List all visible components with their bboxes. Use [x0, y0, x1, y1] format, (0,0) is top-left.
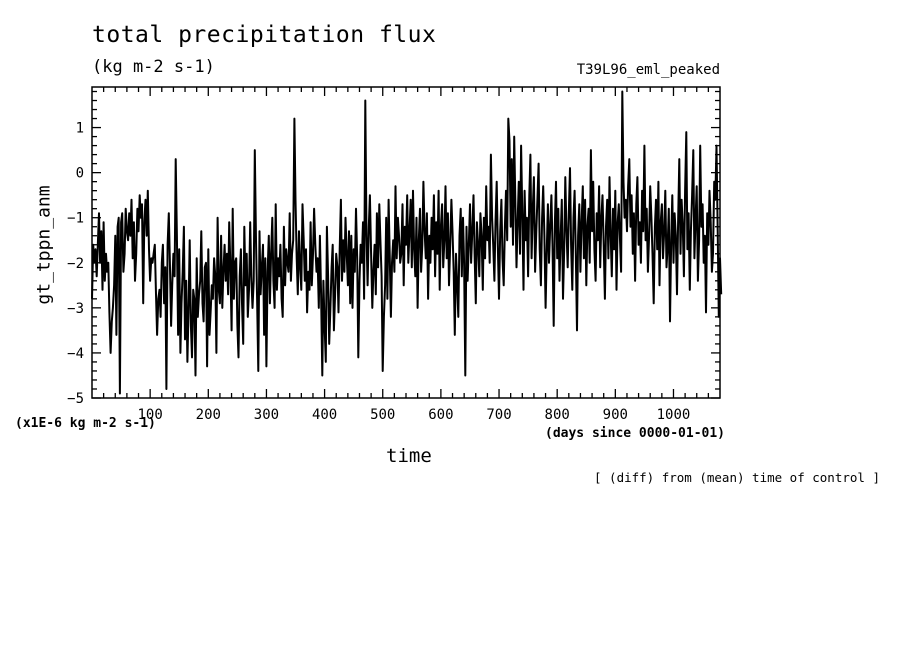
y-tick-label: −5	[67, 391, 84, 407]
y-tick-label: −1	[67, 211, 84, 227]
x-tick-label: 300	[254, 407, 279, 423]
x-tick-label: 900	[603, 407, 628, 423]
y-tick-label: 1	[76, 121, 84, 137]
x-axis-label: time	[386, 445, 432, 467]
chart-units: (kg m-2 s-1)	[92, 57, 215, 77]
series-line	[91, 90, 723, 395]
x-tick-label: 200	[196, 407, 221, 423]
y-tick-label: −2	[67, 256, 84, 272]
x-tick-label: 600	[428, 407, 453, 423]
axis-scale-note: (x1E-6 kg m-2 s-1)	[15, 416, 156, 431]
x-tick-label: 500	[370, 407, 395, 423]
x-tick-label: 800	[545, 407, 570, 423]
operation-note: [ (diff) from (mean) time of control ]	[594, 470, 880, 485]
x-tick-label: 100	[137, 407, 162, 423]
y-tick-label: −3	[67, 301, 84, 317]
x-tick-label: 400	[312, 407, 337, 423]
tick-labels: 100 200 300 400 500 600 700 800 900 1000 −5 −4 −3 −2 −…	[67, 121, 690, 423]
plot-frame	[91, 86, 721, 399]
time-units-label: (days since 0000-01-01)	[545, 426, 726, 441]
x-tick-label: 700	[486, 407, 511, 423]
run-name: T39L96_eml_peaked	[576, 62, 720, 78]
y-tick-label: −4	[67, 346, 84, 362]
chart-title: total precipitation flux	[92, 22, 437, 48]
y-tick-label: 0	[76, 166, 84, 182]
x-tick-label: 1000	[657, 407, 691, 423]
